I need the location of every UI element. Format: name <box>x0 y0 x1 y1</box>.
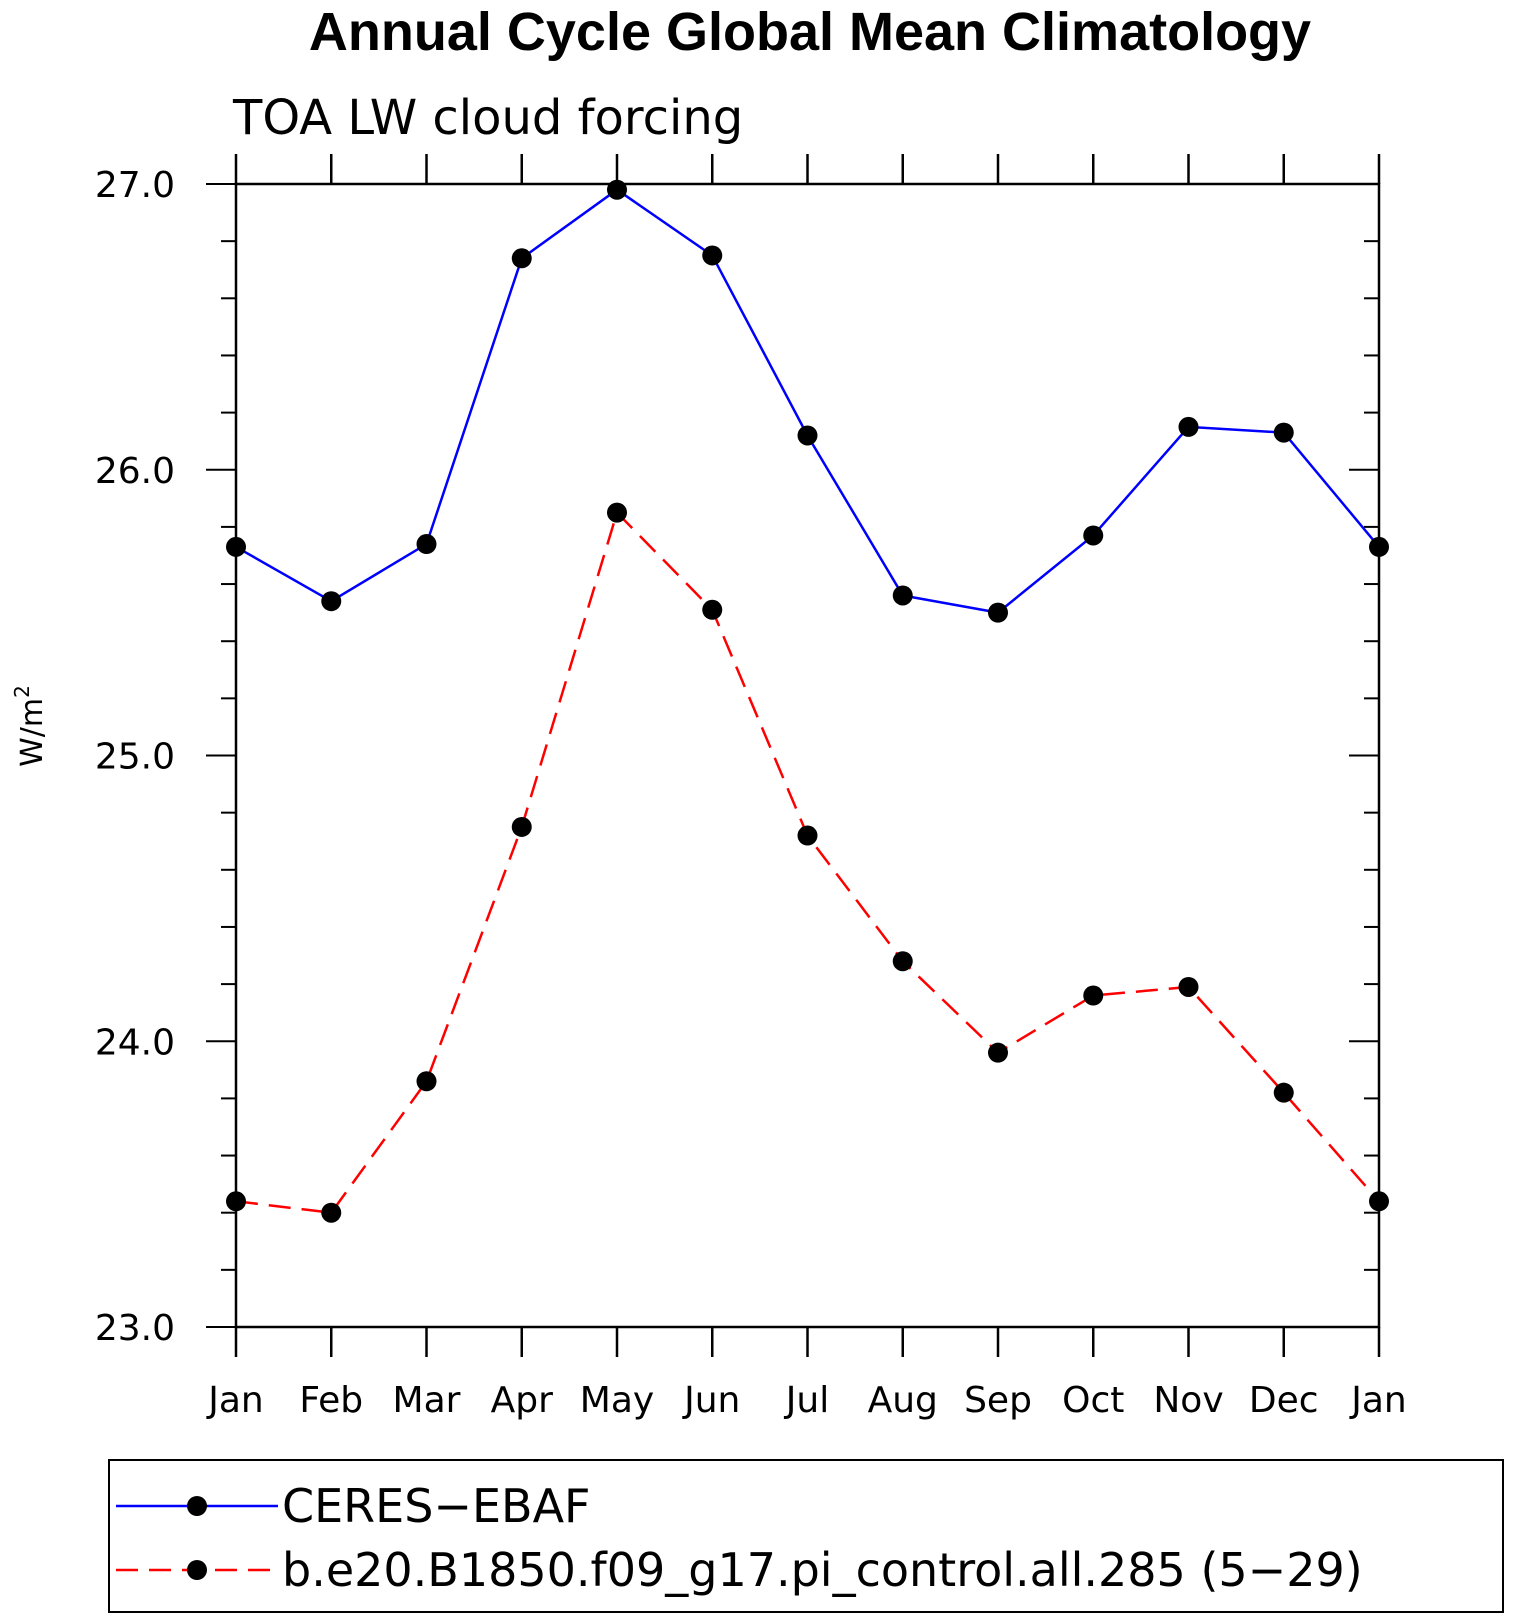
data-point <box>1273 1082 1294 1103</box>
legend-label: b.e20.B1850.f09_g17.pi_control.all.285 (… <box>282 1543 1363 1597</box>
data-point <box>1178 976 1199 997</box>
data-point <box>226 536 246 557</box>
y-axis-label: W/m2 <box>10 685 50 767</box>
y-axis-unit: W/m <box>15 698 50 767</box>
x-tick-label: Feb <box>299 1380 363 1421</box>
series-2 <box>226 502 1389 1223</box>
data-point <box>607 502 627 523</box>
data-point <box>988 1042 1008 1063</box>
x-tick-label: Jan <box>1349 1380 1407 1421</box>
chart-subtitle: TOA LW cloud forcing <box>232 90 743 146</box>
series-1 <box>226 179 1389 623</box>
data-point <box>702 599 723 620</box>
x-tick-labels: Jan Feb Mar Apr May Jun Jul Aug Sep Oct Nov Dec Jan <box>206 1380 1407 1421</box>
y-tick-labels: 23.0 24.0 25.0 26.0 27.0 <box>95 165 175 1349</box>
legend: CERES−EBAF b.e20.B1850.f09_g17.pi_control… <box>116 1479 1363 1597</box>
data-point <box>1083 525 1104 546</box>
series-line <box>235 510 1380 1215</box>
y-tick-label: 26.0 <box>95 451 175 492</box>
data-point <box>607 179 627 200</box>
x-tick-label: Aug <box>868 1380 938 1421</box>
data-point <box>321 1202 342 1223</box>
data-point <box>892 585 913 606</box>
legend-marker <box>187 1496 207 1516</box>
data-point <box>797 425 818 446</box>
data-point <box>892 951 913 972</box>
y-tick-label: 24.0 <box>95 1022 175 1063</box>
axes <box>206 154 1381 1357</box>
x-tick-label: Jul <box>784 1380 829 1421</box>
legend-marker <box>187 1560 207 1580</box>
x-tick-label: Dec <box>1249 1380 1319 1421</box>
y-tick-label: 23.0 <box>95 1308 175 1349</box>
legend-box <box>108 1459 1504 1613</box>
data-point <box>1369 536 1389 557</box>
series-line <box>235 188 1380 614</box>
data-point <box>988 602 1008 623</box>
chart-title: Annual Cycle Global Mean Climatology <box>309 2 1311 62</box>
data-point <box>702 245 723 266</box>
data-point <box>321 591 342 612</box>
plot-area <box>226 179 1389 1223</box>
x-tick-label: Mar <box>393 1380 461 1421</box>
x-tick-label: May <box>580 1380 654 1421</box>
x-tick-label: Apr <box>491 1380 553 1421</box>
data-point <box>511 816 532 837</box>
x-tick-label: Jan <box>206 1380 264 1421</box>
data-point <box>797 825 818 846</box>
y-axis-unit-superscript: 2 <box>10 685 34 698</box>
data-point <box>1083 985 1104 1006</box>
y-tick-label: 25.0 <box>95 737 175 778</box>
data-point <box>1178 416 1199 437</box>
x-tick-label: Jun <box>682 1380 740 1421</box>
x-tick-label: Nov <box>1153 1380 1223 1421</box>
data-point <box>416 1071 437 1092</box>
data-point <box>416 534 437 555</box>
x-tick-label: Sep <box>964 1380 1032 1421</box>
x-tick-label: Oct <box>1062 1380 1124 1421</box>
data-point <box>1273 422 1294 443</box>
legend-label: CERES−EBAF <box>282 1479 591 1533</box>
data-point <box>226 1191 246 1212</box>
data-point <box>1369 1191 1389 1212</box>
data-point <box>511 248 532 269</box>
plot-frame <box>234 182 1381 1329</box>
y-tick-label: 27.0 <box>95 165 175 206</box>
